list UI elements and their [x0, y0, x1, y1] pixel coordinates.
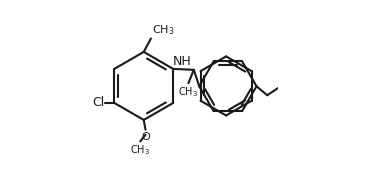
Text: O: O — [141, 132, 150, 142]
Text: CH$_3$: CH$_3$ — [178, 85, 198, 99]
Text: CH$_3$: CH$_3$ — [152, 23, 174, 37]
Text: Cl: Cl — [92, 96, 104, 109]
Text: CH$_3$: CH$_3$ — [130, 143, 150, 157]
Text: NH: NH — [173, 55, 192, 68]
